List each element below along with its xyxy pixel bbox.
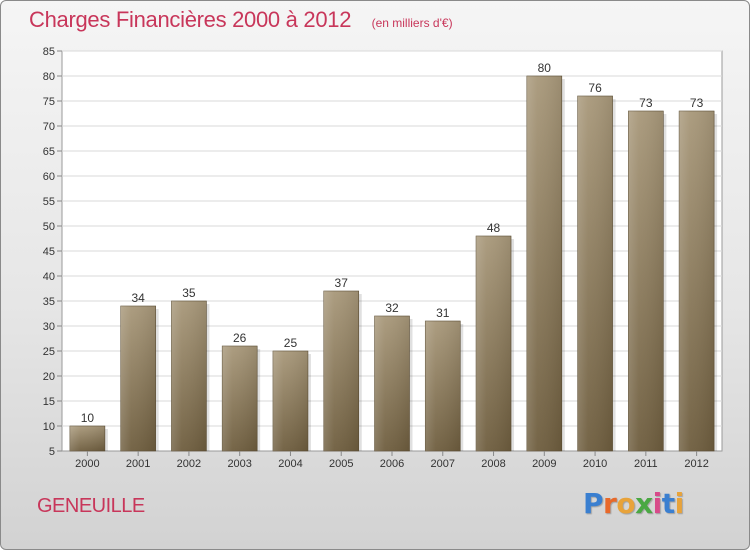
bar-gloss	[222, 346, 258, 451]
data-label: 34	[131, 291, 145, 305]
y-tick-label: 10	[43, 421, 55, 433]
logo-letter: i	[652, 487, 663, 520]
logo-letter: P	[583, 487, 604, 520]
logo-letter: t	[661, 487, 675, 520]
title-line: Charges Financières 2000 à 2012 (en mill…	[29, 7, 453, 33]
x-tick-label: 2000	[75, 458, 99, 470]
chart-title: Charges Financières 2000 à 2012	[29, 7, 352, 32]
y-tick-label: 75	[43, 96, 55, 108]
x-tick-label: 2011	[634, 458, 658, 470]
y-tick-label: 5	[49, 446, 55, 458]
x-tick-label: 2002	[177, 458, 201, 470]
bar-gloss	[526, 76, 562, 451]
y-axis-ticks: 5 10 15 20 25 30 35 40 45 50 55 60 65 70 75 80 85	[43, 46, 62, 458]
data-label: 37	[335, 276, 349, 290]
bar-gloss	[628, 111, 664, 451]
y-tick-label: 15	[43, 396, 55, 408]
x-tick-label: 2012	[684, 458, 708, 470]
y-tick-label: 55	[43, 196, 55, 208]
x-tick-label: 2006	[380, 458, 404, 470]
x-tick-label: 2003	[227, 458, 251, 470]
data-labels: 10 34 35 26 25 37 32 31 48 80 76 73 73	[81, 61, 704, 425]
x-tick-label: 2005	[329, 458, 353, 470]
x-tick-label: 2008	[481, 458, 505, 470]
bar-gloss	[323, 291, 359, 451]
bar-gloss	[120, 306, 156, 451]
bar-gloss	[679, 111, 715, 451]
y-tick-label: 35	[43, 296, 55, 308]
y-tick-label: 45	[43, 246, 55, 258]
data-label: 31	[436, 306, 450, 320]
data-label: 48	[487, 221, 501, 235]
y-tick-label: 70	[43, 121, 55, 133]
chart-subtitle: (en milliers d'€)	[371, 16, 453, 30]
y-tick-label: 80	[43, 71, 55, 83]
x-tick-label: 2001	[126, 458, 150, 470]
logo-letter: x	[635, 487, 653, 520]
x-tick-label: 2007	[431, 458, 455, 470]
bar-gloss	[374, 316, 410, 451]
bar-gloss	[69, 426, 105, 451]
data-label: 10	[81, 411, 95, 425]
bar-gloss	[272, 351, 308, 451]
data-label: 80	[538, 61, 552, 75]
x-tick-label: 2010	[583, 458, 607, 470]
proxiti-logo[interactable]: Proxiti	[583, 487, 684, 520]
y-tick-label: 40	[43, 271, 55, 283]
data-label: 76	[588, 81, 602, 95]
bar-gloss	[171, 301, 207, 451]
y-tick-label: 65	[43, 146, 55, 158]
data-label: 26	[233, 331, 247, 345]
bars	[69, 75, 718, 452]
bar-gloss	[577, 96, 613, 451]
y-tick-label: 30	[43, 321, 55, 333]
data-label: 35	[182, 286, 196, 300]
data-label: 32	[385, 301, 399, 315]
y-tick-label: 50	[43, 221, 55, 233]
y-tick-label: 60	[43, 171, 55, 183]
x-tick-label: 2009	[532, 458, 556, 470]
bar-gloss	[476, 236, 512, 451]
y-tick-label: 20	[43, 371, 55, 383]
bar-gloss	[425, 321, 461, 451]
data-label: 25	[284, 336, 298, 350]
x-tick-label: 2004	[278, 458, 302, 470]
x-axis-ticks: 2000 2001 2002 2003 2004 2005 2006 2007 2008 2009…	[75, 451, 709, 470]
logo-letter: o	[616, 487, 636, 520]
y-tick-label: 85	[43, 46, 55, 58]
data-label: 73	[639, 96, 653, 110]
data-label: 73	[690, 96, 704, 110]
logo-letter: i	[674, 487, 685, 520]
commune-name: GENEUILLE	[37, 495, 145, 517]
logo-letter: r	[603, 487, 617, 520]
y-tick-label: 25	[43, 346, 55, 358]
